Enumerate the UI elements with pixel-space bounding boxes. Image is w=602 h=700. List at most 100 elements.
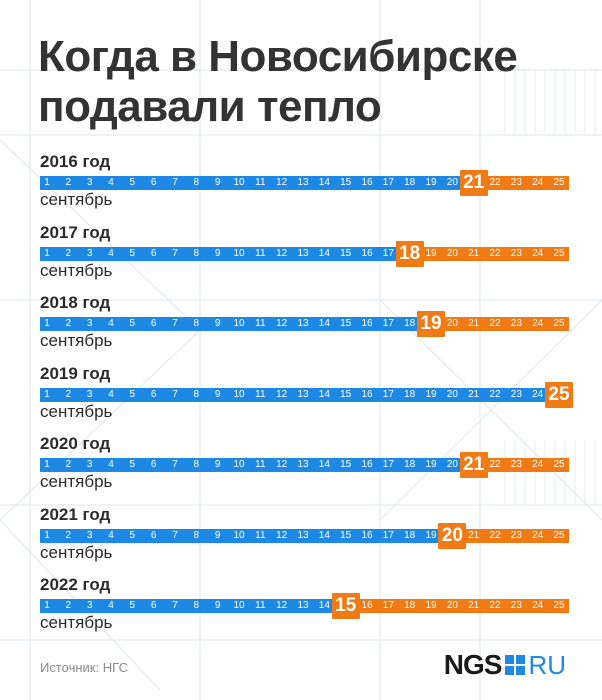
month-label: сентябрь <box>40 613 113 632</box>
day-tick-label: 12 <box>276 388 288 400</box>
day-tick-label: 9 <box>214 459 221 470</box>
day-tick-label: 3 <box>86 388 93 400</box>
logo-square-icon <box>505 655 526 675</box>
day-tick-label: 21 <box>468 529 480 541</box>
day-tick-label: 14 <box>318 388 330 400</box>
day-tick-label: 1 <box>44 247 50 259</box>
day-tick-label: 6 <box>150 600 157 611</box>
day-tick-label: 21 <box>468 600 480 611</box>
day-strip: 1 2 3 4 5 6 7 8 9 10 11 12 13 14 15 16 17 18 19 20 21 22 23 24 2… <box>40 593 569 619</box>
day-tick-label: 7 <box>172 247 178 259</box>
day-tick-label: 23 <box>510 388 522 400</box>
no-heat-segment <box>40 599 346 613</box>
day-tick-label: 14 <box>318 459 330 470</box>
day-tick-label: 8 <box>193 318 200 329</box>
day-tick-label: 15 <box>340 318 352 329</box>
day-tick-label: 24 <box>532 388 544 400</box>
day-tick-label: 24 <box>532 177 544 188</box>
month-label: сентябрь <box>40 331 113 350</box>
day-tick-label: 8 <box>193 247 200 259</box>
heat-start-day: 18 <box>395 240 424 267</box>
year-label: 2018 год <box>40 293 111 312</box>
day-tick-label: 25 <box>553 247 565 259</box>
day-tick-label: 18 <box>404 177 416 188</box>
day-tick-label: 8 <box>193 388 200 400</box>
day-tick-label: 2 <box>65 600 72 611</box>
day-tick-label: 1 <box>44 388 50 400</box>
day-tick-label: 15 <box>340 388 352 400</box>
day-tick-label: 20 <box>446 388 458 400</box>
day-tick-label: 25 <box>553 459 565 470</box>
day-tick-label: 21 <box>468 388 480 400</box>
day-tick-label: 22 <box>489 318 501 329</box>
day-strip: 1 2 3 4 5 6 7 8 9 10 11 12 13 14 15 16 17 18 19 20 21 22 23 24 2… <box>40 381 573 408</box>
day-tick-label: 1 <box>44 177 50 188</box>
day-tick-label: 9 <box>214 600 221 611</box>
day-tick-label: 7 <box>172 459 178 470</box>
day-tick-label: 13 <box>297 318 309 329</box>
heat-segment <box>473 458 569 472</box>
day-tick-label: 11 <box>255 318 266 329</box>
day-tick-label: 5 <box>129 600 136 611</box>
day-tick-label: 13 <box>297 177 309 188</box>
day-tick-label: 13 <box>297 600 309 611</box>
day-tick-label: 5 <box>129 177 136 188</box>
day-tick-label: 7 <box>172 388 178 400</box>
day-tick-label: 20 <box>446 459 458 470</box>
month-label: сентябрь <box>40 401 113 421</box>
day-tick-label: 3 <box>86 177 93 188</box>
day-tick-label: 16 <box>361 388 373 400</box>
day-tick-label: 7 <box>172 529 178 541</box>
year-label: 2021 год <box>40 504 111 524</box>
day-tick-label: 11 <box>255 177 266 188</box>
day-tick-label: 6 <box>150 247 157 259</box>
year-label: 2022 год <box>40 575 111 594</box>
day-tick-label: 15 <box>340 529 352 541</box>
day-strip: 1 2 3 4 5 6 7 8 9 10 11 12 13 14 15 16 17 18 19 20 21 22 23 24 2… <box>40 452 569 478</box>
day-tick-label: 4 <box>108 529 114 541</box>
day-tick-label: 1 <box>44 529 50 541</box>
day-tick-label: 12 <box>276 318 288 329</box>
day-tick-label: 16 <box>361 177 373 188</box>
heat-segment <box>473 176 569 190</box>
day-tick-label: 17 <box>382 318 394 329</box>
day-tick-label: 6 <box>150 459 157 470</box>
day-tick-label: 18 <box>404 529 416 541</box>
day-tick-label: 12 <box>276 247 288 259</box>
day-tick-label: 12 <box>276 459 288 470</box>
day-tick-label: 17 <box>382 177 394 188</box>
month-label: сентябрь <box>40 542 113 562</box>
day-tick-label: 5 <box>129 459 136 470</box>
day-tick-label: 23 <box>510 459 522 470</box>
day-tick-label: 23 <box>510 177 522 188</box>
day-tick-label: 10 <box>233 388 245 400</box>
day-tick-label: 9 <box>214 177 221 188</box>
day-tick-label: 14 <box>318 600 330 611</box>
day-tick-label: 9 <box>214 247 221 259</box>
day-tick-label: 13 <box>297 459 309 470</box>
day-tick-label: 15 <box>340 177 352 188</box>
day-tick-label: 8 <box>193 177 200 188</box>
day-tick-label: 24 <box>532 247 544 259</box>
day-strip: 1 2 3 4 5 6 7 8 9 10 11 12 13 14 15 16 17 18 19 20 21 22 23 24 2… <box>40 240 569 267</box>
day-tick-label: 3 <box>86 600 93 611</box>
heat-segment <box>409 246 569 261</box>
day-tick-label: 22 <box>489 177 501 188</box>
day-tick-label: 17 <box>382 529 394 541</box>
day-tick-label: 19 <box>425 459 437 470</box>
heat-segment <box>431 317 569 331</box>
day-tick-label: 6 <box>150 177 157 188</box>
day-tick-label: 16 <box>361 247 373 259</box>
heat-start-day: 19 <box>417 311 445 337</box>
day-tick-label: 20 <box>446 600 458 611</box>
day-tick-label: 4 <box>108 600 114 611</box>
day-tick-label: 12 <box>276 529 288 541</box>
day-tick-label: 10 <box>233 459 245 470</box>
day-tick-label: 1 <box>44 459 50 470</box>
day-tick-label: 17 <box>382 600 394 611</box>
day-tick-label: 20 <box>446 318 458 329</box>
day-tick-label: 5 <box>129 318 136 329</box>
day-tick-label: 14 <box>318 529 330 541</box>
day-tick-label: 9 <box>214 388 221 400</box>
day-tick-label: 8 <box>193 459 200 470</box>
